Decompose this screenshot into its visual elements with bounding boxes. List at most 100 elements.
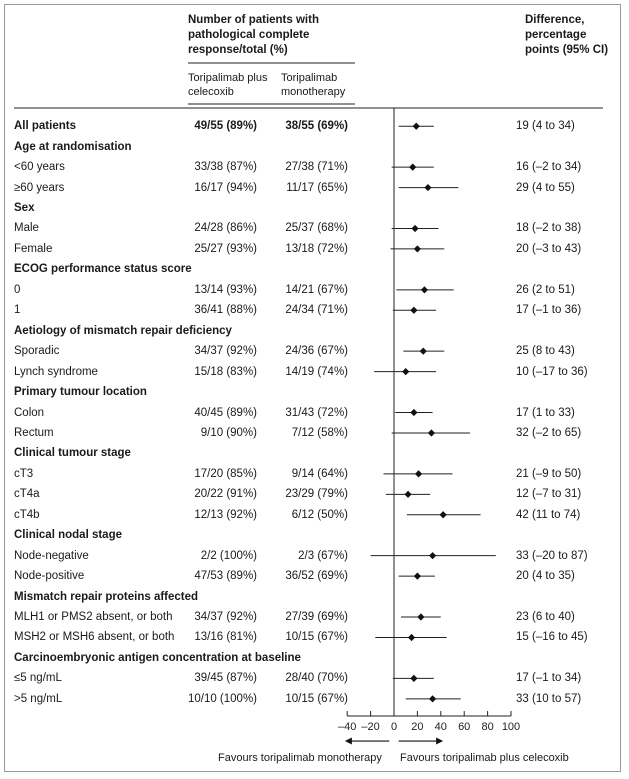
row-col2-value: 13/18 (72%) (285, 242, 348, 255)
estimate-marker (429, 695, 437, 703)
row-label: cT4a (14, 488, 40, 501)
estimate-marker (410, 674, 418, 682)
row-label: MLH1 or PMS2 absent, or both (14, 611, 173, 624)
row-col2-value: 7/12 (58%) (291, 426, 348, 439)
group-label: Clinical tumour stage (14, 447, 131, 460)
row-col2-value: 14/21 (67%) (285, 283, 348, 296)
row-label: 1 (14, 304, 21, 317)
estimate-marker (410, 306, 418, 314)
row-col1-value: 17/20 (85%) (194, 467, 257, 480)
row-label: Rectum (14, 426, 54, 439)
row-col1-value: 15/18 (83%) (194, 365, 257, 378)
x-tick-label: 0 (391, 721, 397, 733)
favours-right-arrowhead (436, 737, 444, 745)
estimate-marker (413, 572, 421, 580)
group-label: Carcinoembryonic antigen concentration a… (14, 651, 301, 664)
row-col2-value: 9/14 (64%) (291, 467, 348, 480)
row-label: Node-negative (14, 549, 89, 562)
row-diff-value: 20 (4 to 35) (516, 570, 575, 583)
estimate-marker (419, 347, 427, 355)
row-diff-value: 25 (8 to 43) (516, 345, 575, 358)
row-col1-value: 9/10 (90%) (200, 426, 257, 439)
row-col2-value: 10/15 (67%) (285, 631, 348, 644)
figure-frame (4, 4, 621, 772)
col1-header: Toripalimab plus celecoxib (188, 72, 268, 98)
row-label: cT3 (14, 467, 34, 480)
estimate-marker (414, 470, 423, 478)
row-col1-value: 39/45 (87%) (194, 672, 257, 685)
estimate-marker (407, 633, 416, 642)
row-label: ≤5 ng/mL (14, 672, 62, 685)
x-tick-label: 60 (458, 721, 470, 733)
row-col2-value: 24/34 (71%) (285, 304, 348, 317)
estimate-marker (424, 183, 432, 192)
group-label: Mismatch repair proteins affected (14, 590, 199, 603)
estimate-marker (410, 408, 418, 417)
row-label: Lynch syndrome (14, 365, 98, 378)
row-label: cT4b (14, 508, 40, 521)
row-col1-value: 20/22 (91%) (194, 488, 257, 501)
row-col1-value: 16/17 (94%) (194, 181, 257, 194)
row-diff-value: 12 (–7 to 31) (516, 488, 582, 501)
row-col2-value: 31/43 (72%) (285, 406, 348, 419)
row-label: <60 years (14, 161, 65, 174)
row-diff-value: 29 (4 to 55) (516, 181, 575, 194)
x-tick-label: 20 (411, 721, 423, 733)
row-label: 0 (14, 283, 21, 296)
row-col2-value: 27/39 (69%) (285, 611, 348, 624)
row-label: Node-positive (14, 570, 85, 583)
estimate-marker (404, 490, 412, 498)
group-label: Clinical nodal stage (14, 529, 122, 542)
favours-left-arrowhead (344, 737, 352, 745)
row-col1-value: 34/37 (92%) (194, 345, 257, 358)
row-diff-value: 32 (–2 to 65) (516, 426, 582, 439)
row-diff-value: 19 (4 to 34) (516, 120, 575, 133)
row-col2-value: 36/52 (69%) (285, 570, 348, 583)
row-diff-value: 26 (2 to 51) (516, 283, 575, 296)
row-col1-value: 33/38 (87%) (194, 161, 257, 174)
estimate-marker (429, 552, 437, 560)
x-tick-label: 80 (481, 721, 493, 733)
estimate-marker (427, 429, 436, 437)
row-diff-value: 15 (–16 to 45) (516, 631, 588, 644)
group-label: Sex (14, 202, 35, 215)
row-label: Sporadic (14, 345, 60, 358)
diff-header: Difference, percentage points (95% CI) (525, 14, 609, 56)
row-col2-value: 10/15 (67%) (285, 692, 348, 705)
favours-left-label: Favours toripalimab monotherapy (218, 752, 382, 764)
group-header: Number of patients with pathological com… (188, 14, 319, 56)
row-label: ≥60 years (14, 181, 65, 194)
x-tick-label: 100 (502, 721, 520, 733)
col2-header: Toripalimab monotherapy (281, 72, 346, 98)
row-diff-value: 16 (–2 to 34) (516, 161, 582, 174)
estimate-marker (420, 286, 429, 294)
group-label: Age at randomisation (14, 140, 132, 153)
estimate-marker (413, 245, 421, 253)
row-label: Male (14, 222, 39, 235)
row-label: Colon (14, 406, 45, 419)
row-col1-value: 12/13 (92%) (194, 508, 257, 521)
row-label: Female (14, 242, 53, 255)
estimate-marker (411, 224, 419, 233)
row-diff-value: 33 (10 to 57) (516, 692, 582, 705)
estimate-marker (402, 368, 410, 376)
row-col1-value: 49/55 (89%) (194, 120, 257, 133)
row-col1-value: 10/10 (100%) (187, 692, 257, 705)
row-col2-value: 6/12 (50%) (291, 508, 348, 521)
row-col1-value: 40/45 (89%) (194, 406, 257, 419)
row-diff-value: 21 (–9 to 50) (516, 467, 582, 480)
row-diff-value: 17 (1 to 33) (516, 406, 575, 419)
estimate-marker (439, 511, 447, 519)
row-col1-value: 24/28 (86%) (194, 222, 257, 235)
row-col1-value: 36/41 (88%) (194, 304, 257, 317)
row-col2-value: 14/19 (74%) (285, 365, 348, 378)
x-tick-label: 40 (435, 721, 447, 733)
row-diff-value: 42 (11 to 74) (516, 508, 581, 521)
row-diff-value: 18 (–2 to 38) (516, 222, 582, 235)
row-col1-value: 13/16 (81%) (194, 631, 257, 644)
row-diff-value: 33 (–20 to 87) (516, 549, 588, 562)
row-col1-value: 25/27 (93%) (194, 242, 257, 255)
row-col2-value: 2/3 (67%) (298, 549, 348, 562)
row-col2-value: 23/29 (79%) (285, 488, 348, 501)
